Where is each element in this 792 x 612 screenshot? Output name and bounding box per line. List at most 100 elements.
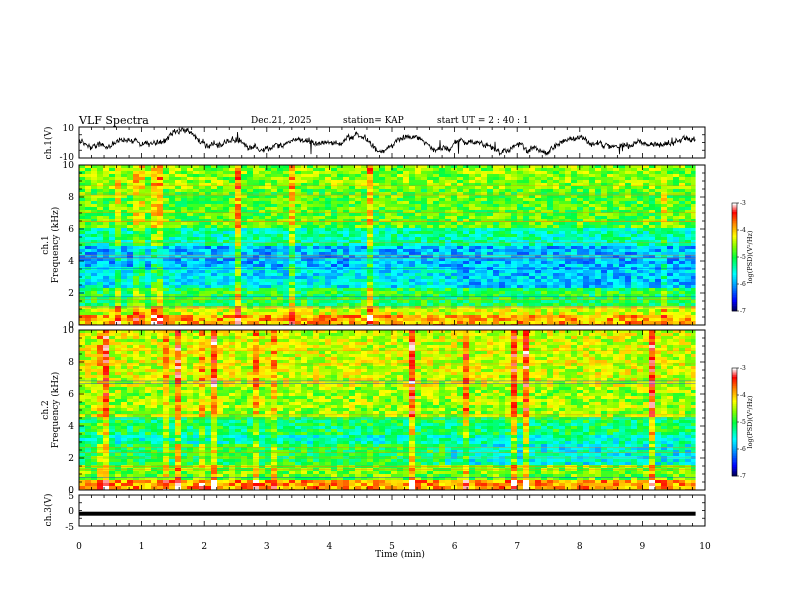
ch1-spectrogram-cell bbox=[373, 279, 379, 282]
ch1-spectrogram-cell bbox=[361, 198, 367, 201]
ch1-spectrogram-cell bbox=[361, 288, 367, 291]
ch1-spectrogram-cell bbox=[229, 294, 235, 297]
ch1-spectrogram-cell bbox=[523, 180, 529, 183]
ch1-spectrogram-cell bbox=[571, 174, 577, 177]
ch1-spectrogram-cell bbox=[103, 273, 109, 276]
ch1-spectrogram-cell bbox=[619, 228, 625, 231]
ch1-spectrogram-cell bbox=[271, 228, 277, 231]
ch1-spectrogram-cell bbox=[373, 246, 379, 249]
ch1-spectrogram-cell bbox=[505, 288, 511, 291]
ch1-spectrogram-cell bbox=[457, 174, 463, 177]
ch1-spectrogram-cell bbox=[415, 168, 421, 171]
ch1-spectrogram-cell bbox=[355, 174, 361, 177]
ch1-spectrogram-cell bbox=[175, 246, 181, 249]
ch1-spectrogram-cell bbox=[349, 213, 355, 216]
ch1-spectrogram-cell bbox=[523, 198, 529, 201]
ch1-spectrogram-cell bbox=[373, 276, 379, 279]
ch1-spectrogram-cell bbox=[85, 243, 91, 246]
ch1-spectrogram-cell bbox=[541, 216, 547, 219]
ch1-spectrogram-cell bbox=[691, 174, 696, 177]
ch1-spectrogram-cell bbox=[79, 216, 85, 219]
ch1-spectrogram-cell bbox=[367, 204, 373, 207]
ch1-spectrogram-cell bbox=[691, 204, 696, 207]
ch1-spectrogram-cell bbox=[337, 276, 343, 279]
ch1-spectrogram-cell bbox=[409, 210, 415, 213]
ch1-spectrogram-cell bbox=[613, 180, 619, 183]
ch1-spectrogram-cell bbox=[355, 177, 361, 180]
ch1-spectrogram-cell bbox=[115, 303, 121, 306]
ch1-spectrogram-cell bbox=[541, 201, 547, 204]
ch1-spectrogram-cell bbox=[583, 255, 589, 258]
ch1-spectrogram-cell bbox=[211, 204, 217, 207]
ch1-spectrogram-cell bbox=[631, 231, 637, 234]
ch1-spectrogram-cell bbox=[685, 258, 691, 261]
ch1-spectrogram-cell bbox=[223, 282, 229, 285]
ch1-spectrogram-cell bbox=[151, 180, 157, 183]
ch1-spectrogram-cell bbox=[343, 285, 349, 288]
ch1-spectrogram-cell bbox=[217, 264, 223, 267]
ch1-spectrogram-cell bbox=[529, 189, 535, 192]
ch1-spectrogram-cell bbox=[271, 279, 277, 282]
ch1-spectrogram-cell bbox=[289, 198, 295, 201]
ch1-spectrogram-cell bbox=[649, 228, 655, 231]
ch1-spectrogram-cell bbox=[157, 282, 163, 285]
ch1-spectrogram-cell bbox=[373, 282, 379, 285]
ch1-spectrogram-cell bbox=[253, 264, 259, 267]
ch1-spectrogram-cell bbox=[541, 270, 547, 273]
ch1-spectrogram-cell bbox=[91, 231, 97, 234]
ch1-spectrogram-cell bbox=[613, 192, 619, 195]
ch1-spectrogram-cell bbox=[331, 213, 337, 216]
ch1-spectrogram-cell bbox=[283, 177, 289, 180]
ch1-spectrogram-cell bbox=[151, 198, 157, 201]
ch1-spectrogram-cell bbox=[367, 213, 373, 216]
ch1-spectrogram-cell bbox=[691, 207, 696, 210]
ch1-spectrogram-cell bbox=[451, 192, 457, 195]
ch1-spectrogram-cell bbox=[487, 180, 493, 183]
ch1-spectrogram-cell bbox=[451, 195, 457, 198]
ch1-spectrogram-cell bbox=[667, 171, 673, 174]
ch1-spectrogram-cell bbox=[289, 288, 295, 291]
ch1-spectrogram-cell bbox=[469, 243, 475, 246]
ch1-spectrogram-cell bbox=[247, 246, 253, 249]
ch1-spectrogram-cell bbox=[607, 252, 613, 255]
ch1-spectrogram-cell bbox=[97, 180, 103, 183]
ch1-spectrogram-cell bbox=[319, 300, 325, 303]
ch1-spectrogram-cell bbox=[145, 276, 151, 279]
ch1-spectrogram-cell bbox=[145, 213, 151, 216]
ch1-spectrogram-cell bbox=[217, 198, 223, 201]
ch1-spectrogram-cell bbox=[385, 279, 391, 282]
ch1-spectrogram-cell bbox=[439, 177, 445, 180]
ch1-spectrogram-cell bbox=[589, 255, 595, 258]
ch1-spectrogram-cell bbox=[325, 195, 331, 198]
ch1-spectrogram-cell bbox=[667, 216, 673, 219]
ch1-spectrogram-cell bbox=[85, 300, 91, 303]
ch1-spectrogram-cell bbox=[577, 171, 583, 174]
ch1-spectrogram-cell bbox=[85, 240, 91, 243]
ch1-spectrogram-cell bbox=[211, 243, 217, 246]
ch1-spectrogram-cell bbox=[445, 303, 451, 306]
ch1-spectrogram-cell bbox=[307, 258, 313, 261]
ch1-spectrogram-cell bbox=[661, 291, 667, 294]
ch1-spectrogram-cell bbox=[79, 297, 85, 300]
ch1-spectrogram-cell bbox=[475, 198, 481, 201]
ch1-spectrogram-cell bbox=[181, 288, 187, 291]
ch1-spectrogram-cell bbox=[265, 174, 271, 177]
ch1-spectrogram-cell bbox=[475, 285, 481, 288]
ch1-spectrogram-cell bbox=[487, 240, 493, 243]
ch1-spectrogram-cell bbox=[127, 282, 133, 285]
ch1-spectrogram-cell bbox=[499, 249, 505, 252]
ch1-spectrogram-cell bbox=[229, 210, 235, 213]
ch1-spectrogram-cell bbox=[667, 240, 673, 243]
ch1-spectrogram-cell bbox=[103, 288, 109, 291]
ch1-spectrogram-cell bbox=[187, 231, 193, 234]
ch1-spectrogram-cell bbox=[193, 240, 199, 243]
ch1-spectrogram-cell bbox=[433, 192, 439, 195]
ch1-spectrogram-cell bbox=[373, 186, 379, 189]
ch1-spectrogram-cell bbox=[679, 189, 685, 192]
ch1-spectrogram-cell bbox=[145, 270, 151, 273]
ch1-spectrogram-cell bbox=[229, 264, 235, 267]
ch1-spectrogram-cell bbox=[589, 201, 595, 204]
ch1-spectrogram-cell bbox=[193, 177, 199, 180]
ch1-spectrogram-cell bbox=[127, 183, 133, 186]
ch1-spectrogram-cell bbox=[595, 201, 601, 204]
